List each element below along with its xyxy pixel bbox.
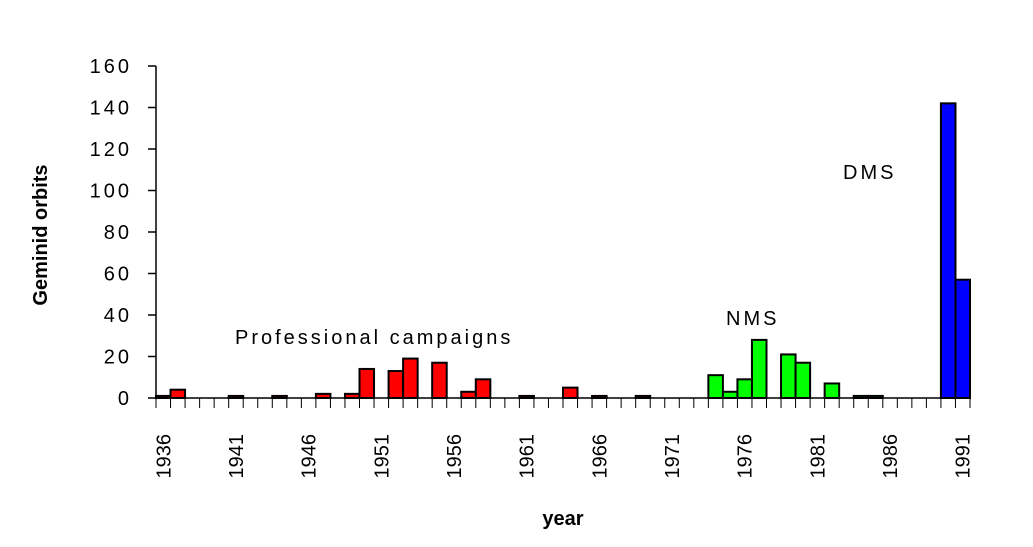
bar (518, 394, 535, 399)
y-tick-label: 100 (90, 181, 132, 203)
x-tick-label: 1951 (371, 434, 393, 479)
annotation: Professional campaigns (235, 327, 513, 349)
x-tick-label: 1956 (444, 434, 466, 479)
y-tick-label: 0 (118, 388, 132, 410)
bar (634, 394, 652, 399)
annotation: NMS (726, 308, 779, 330)
y-tick-label: 160 (90, 56, 132, 78)
x-tick-label: 1976 (735, 434, 757, 479)
bar (939, 102, 957, 399)
y-tick-label: 20 (104, 347, 132, 369)
bar (431, 361, 448, 400)
y-tick-label: 80 (104, 222, 132, 244)
bar (402, 357, 419, 400)
bar (169, 388, 187, 400)
bar (794, 361, 812, 400)
x-tick-label: 1986 (880, 434, 902, 479)
y-tick-label: 120 (90, 139, 132, 161)
bar (271, 394, 288, 399)
bar (314, 392, 332, 400)
y-axis-title: Geminid orbits (30, 164, 52, 305)
y-tick-label: 40 (104, 305, 132, 327)
x-tick-label: 1941 (226, 434, 248, 479)
bar (721, 390, 739, 399)
annotation: DMS (843, 162, 896, 184)
bar (707, 374, 724, 399)
x-tick-label: 1966 (589, 434, 611, 479)
bar (591, 394, 608, 399)
bar (736, 378, 753, 400)
bar (750, 338, 768, 399)
bar (954, 278, 972, 400)
bar (155, 394, 172, 399)
bar (387, 370, 405, 399)
bar (474, 378, 492, 400)
bar (562, 386, 579, 399)
x-tick-label: 1981 (807, 434, 829, 479)
y-tick-label: 60 (104, 264, 132, 286)
x-tick-label: 1961 (517, 434, 539, 479)
x-tick-label: 1991 (953, 434, 975, 479)
bar (852, 394, 870, 399)
x-axis-title: year (542, 508, 583, 530)
y-tick-label: 140 (90, 98, 132, 120)
bar (227, 394, 245, 399)
x-tick-label: 1936 (153, 434, 175, 479)
bar (343, 392, 361, 400)
x-tick-label: 1971 (662, 434, 684, 479)
bar (867, 394, 884, 399)
bar (780, 353, 797, 399)
bar (460, 390, 477, 399)
bar (358, 367, 376, 400)
x-tick-label: 1946 (299, 434, 321, 479)
bar (823, 382, 841, 400)
